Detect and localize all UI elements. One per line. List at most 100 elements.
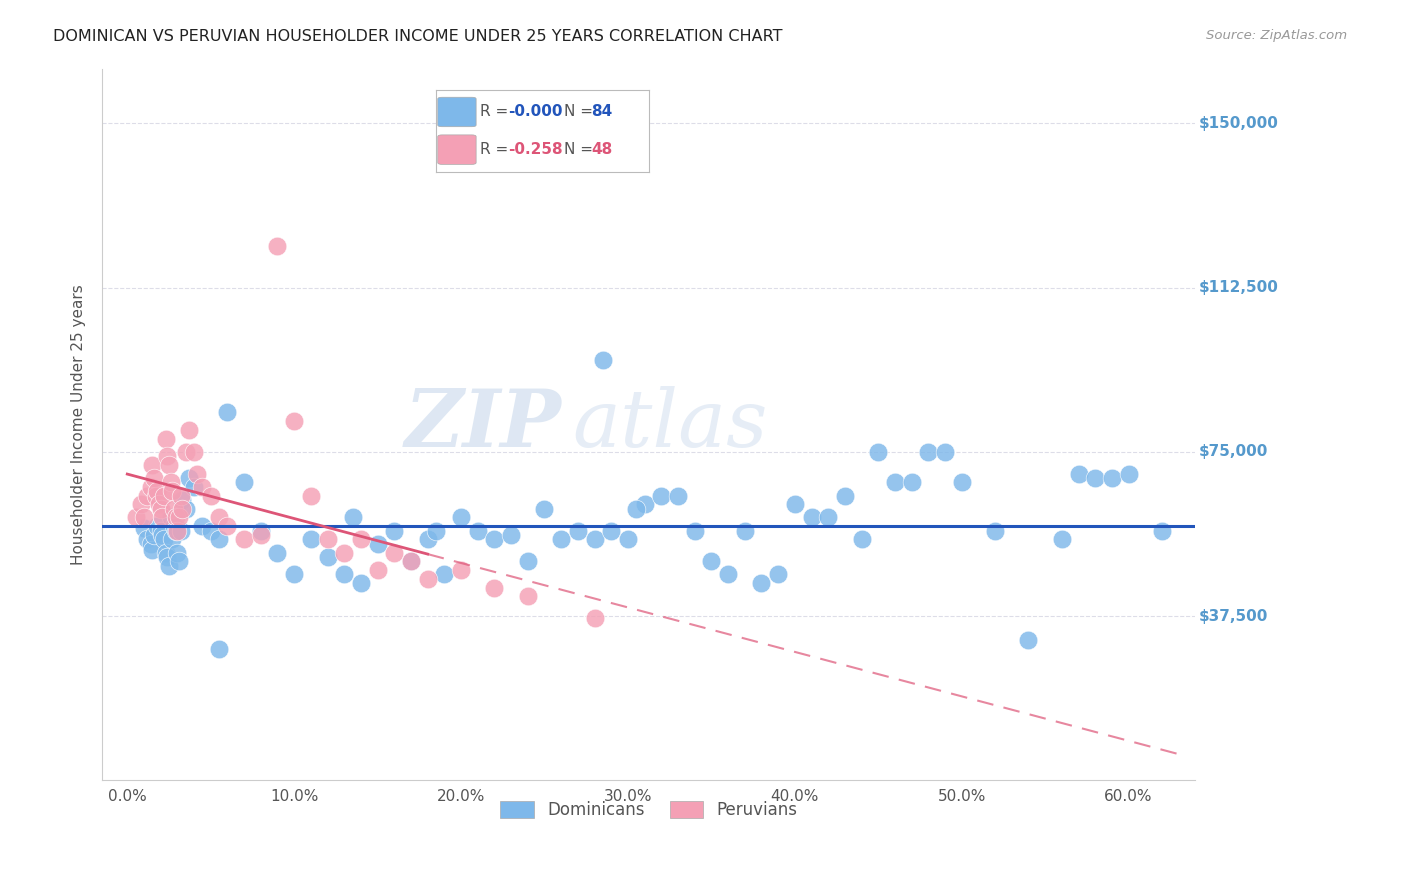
Point — [382, 524, 405, 538]
Point — [186, 467, 208, 481]
Point — [266, 545, 288, 559]
Point — [1084, 471, 1107, 485]
Point — [516, 590, 538, 604]
Point — [162, 533, 184, 547]
Point — [169, 489, 191, 503]
Point — [167, 554, 190, 568]
Point — [145, 489, 167, 503]
Point — [516, 554, 538, 568]
Point — [416, 572, 439, 586]
Text: $37,500: $37,500 — [1199, 608, 1268, 624]
Point — [163, 501, 186, 516]
Point — [142, 471, 165, 485]
Point — [950, 475, 973, 490]
Point — [136, 533, 159, 547]
Point — [132, 510, 155, 524]
Point — [217, 519, 239, 533]
Y-axis label: Householder Income Under 25 years: Householder Income Under 25 years — [72, 284, 86, 565]
Point — [633, 497, 655, 511]
Point — [166, 524, 188, 538]
Point — [159, 510, 181, 524]
Point — [592, 352, 614, 367]
Point — [1118, 467, 1140, 481]
Point — [146, 519, 169, 533]
Point — [177, 471, 200, 485]
Point — [233, 533, 256, 547]
Point — [467, 524, 489, 538]
Point — [155, 545, 177, 559]
Text: $75,000: $75,000 — [1199, 444, 1268, 459]
Point — [399, 554, 422, 568]
Point — [934, 444, 956, 458]
Point — [266, 239, 288, 253]
Point — [149, 501, 172, 516]
Point — [153, 533, 176, 547]
Point — [766, 567, 789, 582]
Point — [139, 537, 162, 551]
Point — [200, 489, 222, 503]
Point — [141, 543, 163, 558]
Point — [177, 423, 200, 437]
Point — [1067, 467, 1090, 481]
Point — [191, 519, 214, 533]
Point — [183, 444, 205, 458]
Point — [165, 510, 187, 524]
Point — [683, 524, 706, 538]
Text: atlas: atlas — [572, 385, 768, 463]
Point — [132, 521, 155, 535]
Point — [316, 549, 339, 564]
Point — [156, 549, 179, 564]
Point — [333, 545, 356, 559]
Point — [299, 533, 322, 547]
Point — [150, 510, 173, 524]
Point — [650, 489, 672, 503]
Point — [172, 493, 194, 508]
Point — [249, 524, 271, 538]
Point — [299, 489, 322, 503]
Point — [174, 501, 197, 516]
Point — [157, 458, 180, 472]
Point — [233, 475, 256, 490]
Point — [283, 567, 305, 582]
Point — [783, 497, 806, 511]
Point — [700, 554, 723, 568]
Point — [1101, 471, 1123, 485]
Point — [249, 528, 271, 542]
Point — [316, 533, 339, 547]
Point — [900, 475, 922, 490]
Point — [142, 528, 165, 542]
Point — [834, 489, 856, 503]
Point — [367, 563, 389, 577]
Point — [208, 533, 231, 547]
Point — [169, 524, 191, 538]
Point — [283, 414, 305, 428]
Point — [550, 533, 572, 547]
Text: $150,000: $150,000 — [1199, 116, 1278, 131]
Text: $112,500: $112,500 — [1199, 280, 1278, 295]
Point — [583, 533, 606, 547]
Point — [183, 480, 205, 494]
Point — [165, 524, 187, 538]
Point — [350, 533, 373, 547]
Point — [141, 458, 163, 472]
Point — [884, 475, 907, 490]
Point — [399, 554, 422, 568]
Point — [800, 510, 823, 524]
Point — [851, 533, 873, 547]
Point — [917, 444, 939, 458]
Point — [717, 567, 740, 582]
Point — [155, 432, 177, 446]
Point — [666, 489, 689, 503]
Point — [583, 611, 606, 625]
Legend: Dominicans, Peruvians: Dominicans, Peruvians — [494, 794, 804, 825]
Point — [617, 533, 640, 547]
Point — [159, 475, 181, 490]
Point — [124, 510, 146, 524]
Point — [626, 501, 648, 516]
Point — [146, 484, 169, 499]
Point — [333, 567, 356, 582]
Point — [1017, 633, 1039, 648]
Point — [868, 444, 890, 458]
Point — [533, 501, 555, 516]
Point — [129, 497, 152, 511]
